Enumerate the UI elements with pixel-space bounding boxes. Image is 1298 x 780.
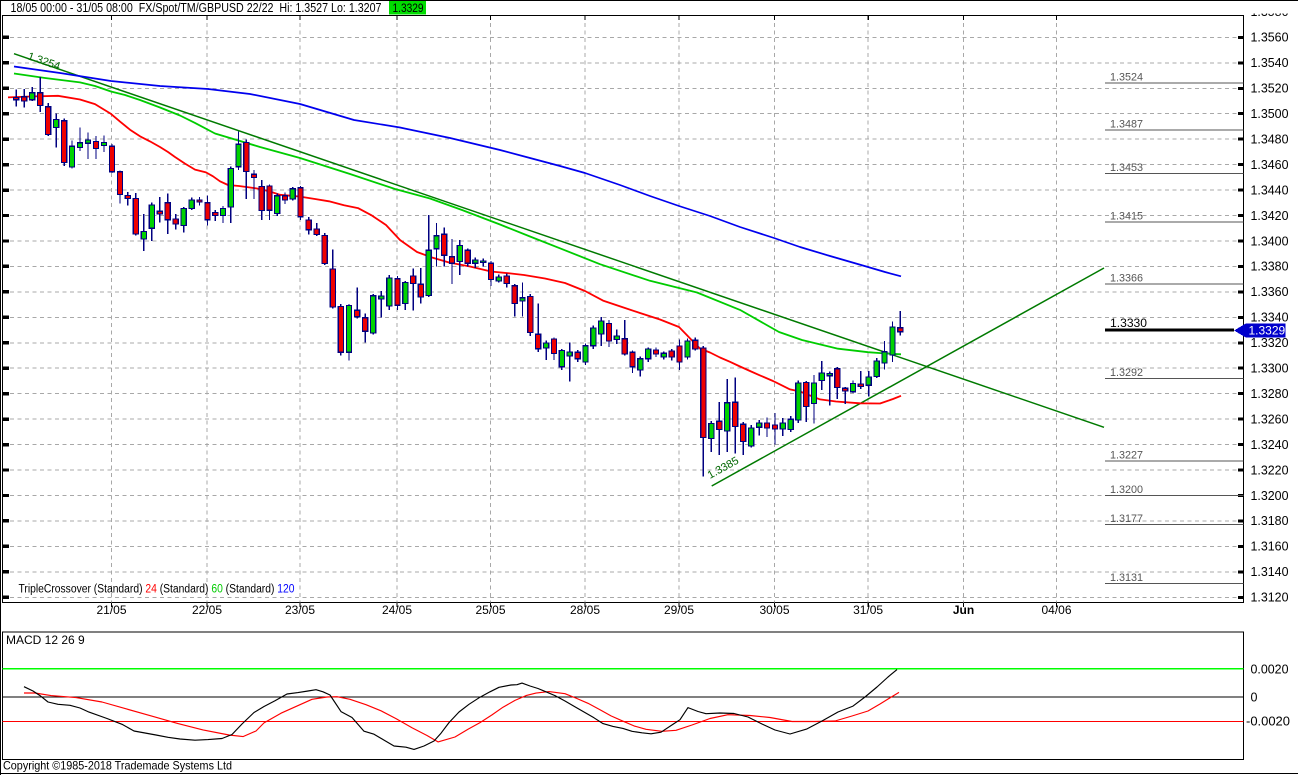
svg-text:1.3280: 1.3280: [1251, 387, 1289, 401]
svg-text:23/05: 23/05: [285, 603, 315, 617]
svg-text:04/06: 04/06: [1041, 603, 1071, 617]
svg-text:1.3340: 1.3340: [1251, 311, 1289, 325]
svg-text:31/05: 31/05: [853, 603, 883, 617]
svg-text:1.3400: 1.3400: [1251, 234, 1289, 248]
svg-text:29/05: 29/05: [664, 603, 694, 617]
svg-text:1.3200: 1.3200: [1110, 484, 1143, 496]
svg-text:24/05: 24/05: [382, 603, 412, 617]
svg-text:-0.0020: -0.0020: [1246, 714, 1290, 728]
svg-text:1.3140: 1.3140: [1251, 565, 1289, 579]
svg-text:1.3487: 1.3487: [1110, 119, 1143, 131]
svg-text:30/05: 30/05: [759, 603, 789, 617]
svg-text:1.3540: 1.3540: [1251, 56, 1289, 70]
svg-text:0: 0: [1251, 691, 1258, 705]
svg-text:Copyright ©1985-2018 Trademade: Copyright ©1985-2018 Trademade Systems L…: [3, 759, 232, 773]
svg-text:1.3177: 1.3177: [1110, 513, 1143, 525]
svg-text:21/05: 21/05: [96, 603, 126, 617]
svg-text:1.3329: 1.3329: [1249, 324, 1286, 338]
svg-text:1.3520: 1.3520: [1251, 82, 1289, 96]
svg-text:Jun: Jun: [953, 603, 974, 617]
svg-text:1.3460: 1.3460: [1251, 158, 1289, 172]
svg-text:18/05 00:00 - 31/05 08:00 FX/: 18/05 00:00 - 31/05 08:00 FX/Spot/TM/GBP…: [11, 1, 382, 15]
svg-text:TripleCrossover (Standard) 24: TripleCrossover (Standard) 24 (Standard)…: [19, 584, 295, 596]
svg-text:22/05: 22/05: [192, 603, 222, 617]
svg-text:1.3560: 1.3560: [1251, 31, 1289, 45]
svg-text:1.3524: 1.3524: [1110, 72, 1143, 84]
svg-text:1.3260: 1.3260: [1251, 412, 1289, 426]
svg-text:25/05: 25/05: [475, 603, 505, 617]
svg-text:1.3227: 1.3227: [1110, 450, 1143, 462]
svg-text:1.3500: 1.3500: [1251, 107, 1289, 121]
svg-text:1.3220: 1.3220: [1251, 463, 1289, 477]
svg-text:1.3415: 1.3415: [1110, 210, 1143, 222]
svg-text:1.3440: 1.3440: [1251, 183, 1289, 197]
svg-text:1.3320: 1.3320: [1251, 336, 1289, 350]
svg-text:1.3480: 1.3480: [1251, 133, 1289, 147]
svg-text:1.3453: 1.3453: [1110, 162, 1143, 174]
svg-text:0.0020: 0.0020: [1251, 663, 1289, 677]
svg-text:1.3120: 1.3120: [1251, 591, 1289, 605]
svg-text:1.3329: 1.3329: [393, 1, 424, 15]
svg-text:1.3360: 1.3360: [1251, 285, 1289, 299]
svg-text:1.3292: 1.3292: [1110, 367, 1143, 379]
svg-text:1.3300: 1.3300: [1251, 362, 1289, 376]
svg-text:1.3180: 1.3180: [1251, 514, 1289, 528]
svg-text:1.3330: 1.3330: [1110, 316, 1147, 330]
svg-text:28/05: 28/05: [570, 603, 600, 617]
svg-text:1.3420: 1.3420: [1251, 209, 1289, 223]
svg-text:1.3200: 1.3200: [1251, 489, 1289, 503]
svg-text:1.3240: 1.3240: [1251, 438, 1289, 452]
svg-text:1.3380: 1.3380: [1251, 260, 1289, 274]
svg-text:1.3131: 1.3131: [1110, 572, 1143, 584]
svg-text:MACD 12 26 9: MACD 12 26 9: [6, 633, 85, 647]
svg-text:1.3366: 1.3366: [1110, 273, 1143, 285]
svg-text:1.3160: 1.3160: [1251, 540, 1289, 554]
